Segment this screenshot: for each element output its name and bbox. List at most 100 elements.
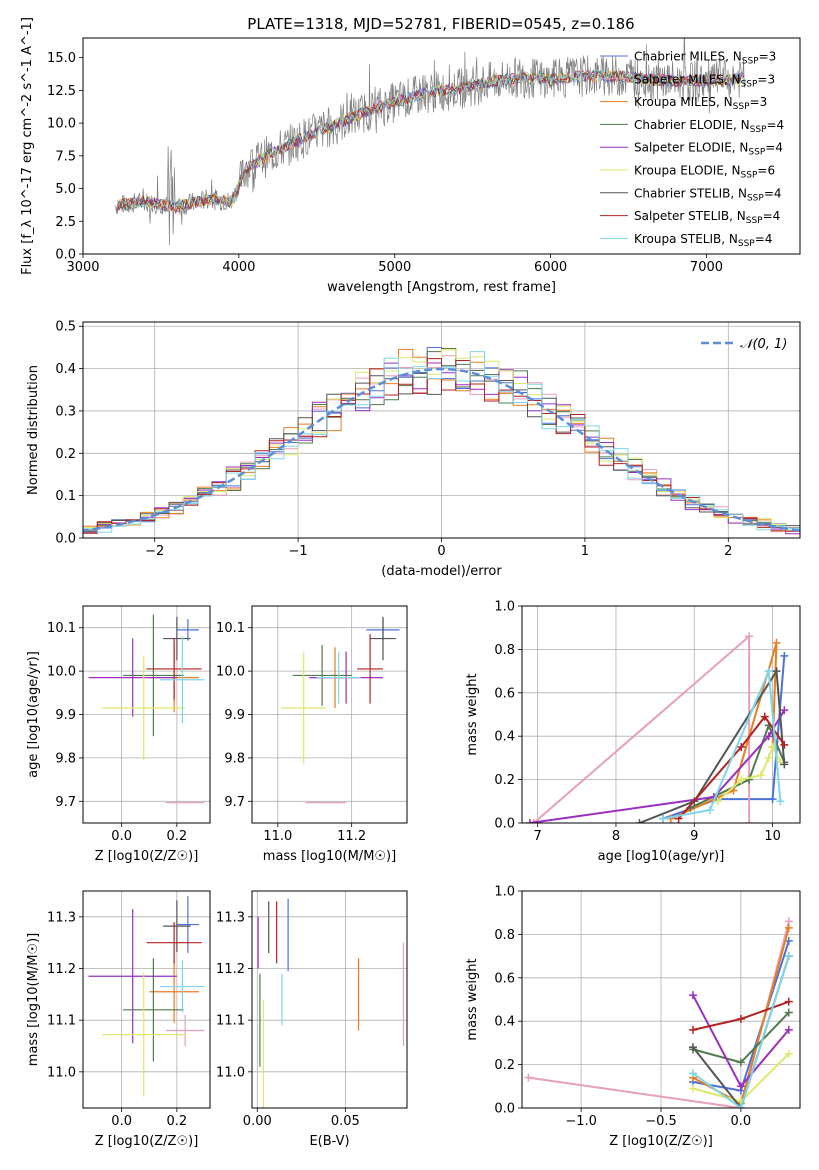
y-axis-label: Normed distribution (26, 365, 41, 495)
x-tick-label: 10 (764, 829, 781, 844)
weight-line-kroupa_stelib (662, 670, 782, 820)
legend-count: =4 (764, 186, 782, 200)
y-tick-label: 0.1 (55, 489, 76, 504)
x-tick-label: −2 (145, 544, 164, 559)
x-axis-label: (data-model)/error (381, 564, 502, 579)
weight-marker-salpeter_elodie (736, 1082, 745, 1091)
y-axis-label: mass weight (465, 958, 480, 1040)
x-tick-label: 8 (612, 829, 620, 844)
plot-area-weight_vs_Z (524, 917, 793, 1108)
axes-frame (82, 321, 801, 539)
chart-weight_vs_age: 7 8 9 10 0.0 0.2 0.4 0.6 0.8 1.0 age [log10(age/yr… (465, 600, 801, 864)
y-tick-label: 0.3 (55, 404, 76, 419)
weight-marker-salpeter_miles (745, 819, 754, 823)
legend-count: =4 (765, 141, 783, 155)
weight-marker-chabrier_elodie (784, 1008, 793, 1017)
y-tick-label: 11.3 (47, 910, 76, 925)
weight-marker-salpeter_elodie (525, 819, 534, 823)
x-axis-label: Z [log10(Z/Z☉)] (95, 849, 199, 864)
legend-label-kroupa_miles: Kroupa MILES, NSSP=3 (634, 95, 767, 112)
weight-marker-chabrier_stelib (772, 667, 781, 676)
x-tick-label: 0 (437, 544, 445, 559)
plot-area-weight_vs_age (525, 632, 789, 823)
y-tick-label: 0.8 (494, 643, 515, 658)
y-tick-label: 11.0 (47, 1065, 76, 1080)
weight-marker-kroupa_stelib (764, 667, 773, 676)
x-axis-label: Z [log10(Z/Z☉)] (95, 1134, 199, 1149)
y-tick-label: 0.2 (55, 447, 76, 462)
y-tick-label: 0.0 (55, 248, 76, 263)
weight-marker-salpeter_stelib (688, 1025, 697, 1034)
x-tick-label: 5000 (378, 260, 411, 275)
y-tick-label: 9.8 (55, 751, 76, 766)
normal-curve (83, 367, 800, 532)
x-tick-label: 0.0 (731, 1114, 752, 1129)
weight-marker-kroupa_elodie (756, 771, 765, 780)
y-tick-label: 11.3 (216, 910, 245, 925)
y-tick-label: 0.4 (494, 1015, 515, 1030)
legend-subscript: SSP (747, 193, 764, 203)
legend-label-chabrier_elodie: Chabrier ELODIE, NSSP=4 (634, 118, 784, 135)
y-tick-label: 0.2 (494, 773, 515, 788)
x-axis-label: age [log10(age/yr)] (598, 849, 725, 864)
weight-line-salpeter_elodie (529, 709, 786, 823)
weight-marker-chabrier_stelib (688, 1043, 697, 1052)
y-tick-label: 11.2 (216, 962, 245, 977)
weight-line-kroupa_stelib (692, 955, 790, 1108)
y-tick-label: 10.0 (47, 665, 76, 680)
x-tick-label: 0.05 (331, 1114, 360, 1129)
legend-count: =4 (755, 232, 773, 246)
y-tick-label: 0.6 (494, 686, 515, 701)
legend-count: =3 (757, 72, 775, 86)
legend-label-kroupa_stelib: Kroupa STELIB, NSSP=4 (634, 232, 772, 249)
y-tick-label: 0.8 (494, 928, 515, 943)
legend-label-salpeter_elodie: Salpeter ELODIE, NSSP=4 (634, 141, 783, 158)
residual-legend: 𝒩(0, 1) (701, 337, 787, 352)
y-tick-label: 10.0 (47, 117, 76, 132)
weight-marker-kroupa_miles (772, 638, 781, 647)
y-tick-label: 9.7 (224, 795, 245, 810)
axes-frame (82, 37, 801, 255)
plot-area-age_vs_mass (281, 616, 400, 804)
weight-marker-kroupa_elodie (764, 753, 773, 762)
y-tick-label: 5.0 (55, 182, 76, 197)
legend-subscript: SSP (741, 171, 758, 181)
weight-line-kroupa_elodie (717, 744, 782, 803)
chart-mass_vs_ebv: 0.00 0.05 11.0 11.1 11.2 11.3 E(B-V) (216, 890, 408, 1149)
weight-marker-salpeter_miles (524, 1073, 533, 1082)
x-tick-label: −1 (289, 544, 308, 559)
chart-residuals: −2 −1 0 1 2 0.0 0.1 0.2 0.3 0.4 0.5 (data-model)/er… (26, 320, 801, 579)
y-tick-label: 10.0 (216, 665, 245, 680)
data-spectrum-line (115, 38, 746, 246)
chart-age_vs_Z: 0.0 0.2 9.7 9.8 9.9 10.0 10.1 Z [log10(Z/Z☉)] ag… (26, 605, 211, 864)
x-tick-label: 7000 (690, 260, 723, 275)
y-tick-label: 0.4 (494, 730, 515, 745)
x-tick-label: 2 (724, 544, 732, 559)
x-tick-label: 1 (581, 544, 589, 559)
chart-age_vs_mass: 11.0 11.2 9.7 9.8 9.9 10.0 10.1 mass [log10(M/M… (216, 605, 408, 864)
y-tick-label: 10.1 (47, 621, 76, 636)
weight-marker-salpeter_miles (745, 632, 754, 641)
y-tick-label: 9.7 (55, 795, 76, 810)
legend-subscript: SSP (750, 125, 767, 135)
weight-marker-salpeter_elodie (784, 1025, 793, 1034)
x-tick-label: −0.5 (645, 1114, 677, 1129)
x-axis-label: Z [log10(Z/Z☉)] (609, 1134, 713, 1149)
x-tick-label: 7 (534, 829, 542, 844)
weight-marker-kroupa_elodie (713, 797, 722, 806)
weight-marker-chabrier_stelib (780, 760, 789, 769)
x-tick-label: 0.2 (167, 829, 188, 844)
y-tick-label: 0.4 (55, 362, 76, 377)
y-tick-label: 11.2 (47, 962, 76, 977)
spectrum-legend: Chabrier MILES, NSSP=3 Salpeter MILES, NS… (600, 50, 784, 249)
weight-marker-kroupa_stelib (705, 805, 714, 814)
plot-area-mass_vs_ebv (257, 898, 405, 1108)
model-line-salpeter_stelib (116, 69, 745, 213)
x-tick-label: −1.0 (565, 1114, 597, 1129)
chart-spectrum: 3000 4000 5000 6000 7000 0.0 2.5 5.0 7.5 10.0 12.5… (20, 17, 801, 295)
x-tick-label: 4000 (222, 260, 255, 275)
y-tick-label: 0.0 (494, 1102, 515, 1117)
chart-mass_vs_Z: 0.0 0.2 11.0 11.1 11.2 11.3 Z [log10(Z/Z☉)] mas… (26, 890, 211, 1149)
x-tick-label: 0.00 (243, 1114, 272, 1129)
